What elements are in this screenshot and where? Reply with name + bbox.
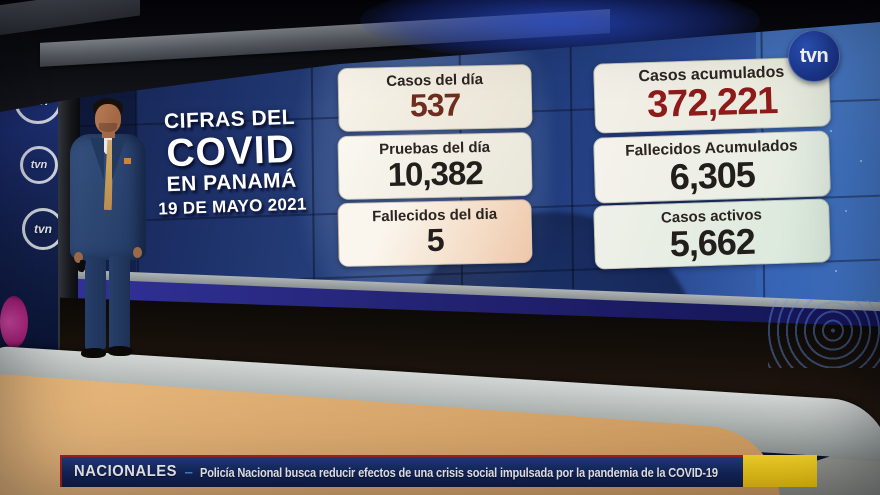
presenter-leg [109, 256, 130, 350]
stat-value: 6,305 [669, 153, 756, 198]
stat-box-daily-cases: Casos del día 537 [337, 63, 533, 133]
tvn-logo-text: tvn [799, 44, 829, 67]
ticker-section-label: NACIONALES [74, 463, 178, 480]
stat-value: 10,382 [387, 154, 484, 194]
presenter-beard [99, 123, 117, 132]
presenter-neck [102, 132, 115, 141]
stat-value: 5,662 [669, 220, 756, 265]
stat-value: 5 [426, 222, 444, 259]
ceiling-beam [0, 0, 140, 37]
tvn-ring-logo-text: tvn [30, 159, 48, 171]
presenter-face [95, 104, 121, 134]
tvn-logo-icon: tvn [788, 30, 840, 82]
ticker-headline: Policía Nacional busca reducir efectos d… [199, 464, 718, 480]
stat-box-total-deaths: Fallecidos Acumulados 6,305 [593, 130, 831, 204]
studio-pink-light [0, 296, 28, 348]
presenter-leg [85, 258, 106, 350]
news-ticker-bar: NACIONALES – Policía Nacional busca redu… [62, 455, 743, 487]
news-presenter [50, 92, 150, 372]
stat-box-daily-deaths: Fallecidos del dia 5 [337, 198, 533, 268]
covid-figures-title: CIFRAS DEL COVID EN PANAMÁ 19 DE MAYO 20… [131, 105, 331, 221]
tvn-ring-logo-icon: tvn [20, 146, 58, 184]
wall-rings-pattern [768, 300, 880, 368]
presenter-hand [133, 247, 142, 258]
presenter-hand [74, 252, 83, 263]
stat-box-daily-tests: Pruebas del día 10,382 [337, 131, 533, 201]
title-line-2: COVID [165, 127, 296, 176]
tvn-ring-logo-text: tvn [34, 222, 52, 236]
stat-box-active-cases: Casos activos 5,662 [593, 198, 831, 270]
ticker-yellow-panel [743, 455, 817, 487]
stat-value: 537 [409, 86, 461, 124]
presenter-shoe [108, 346, 133, 356]
presenter-shoe [81, 348, 106, 358]
presenter-pocket-square [124, 158, 131, 164]
stat-value: 372,221 [646, 80, 779, 127]
ticker-separator: – [184, 463, 193, 481]
